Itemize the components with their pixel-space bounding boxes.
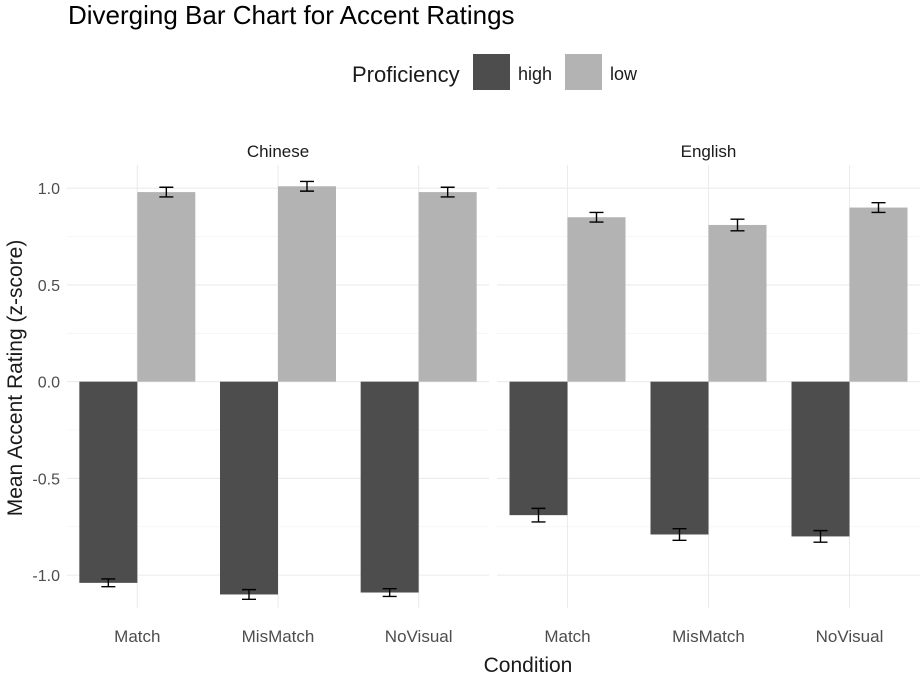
bar-low-match (137, 192, 196, 382)
error-bar-high-novisual (382, 587, 397, 598)
error-bar-low-match (589, 211, 604, 223)
error-bar-low-novisual (871, 202, 886, 214)
legend-label-high: high (518, 64, 552, 84)
y-tick-label: -0.5 (32, 471, 60, 488)
y-tick-label: 0.0 (38, 375, 60, 392)
legend-swatch-high (473, 54, 510, 90)
x-tick-label: NoVisual (816, 627, 884, 646)
legend: Proficiency high low (352, 54, 638, 90)
error-bar-low-match (159, 186, 174, 198)
x-axis-title: Condition (484, 654, 573, 675)
error-bar-high-mismatch (672, 527, 687, 541)
facet-label: English (681, 142, 737, 161)
bar-low-mismatch (278, 186, 336, 382)
error-bar-high-match (531, 507, 546, 523)
error-bar-low-mismatch (730, 218, 745, 232)
error-bar-low-novisual (440, 186, 455, 198)
x-tick-label: Match (544, 627, 590, 646)
legend-title: Proficiency (352, 62, 460, 87)
bar-high-match (509, 381, 568, 516)
x-tick-label: MisMatch (242, 627, 315, 646)
error-bar-low-mismatch (300, 180, 314, 192)
facet-panel-english: English Match MisMatch NoVisual (497, 142, 920, 646)
error-bar-high-mismatch (242, 588, 256, 600)
error-bar-high-match (101, 578, 116, 588)
facet-panels: Chinese Match MisMatch NoVisual English Match… (67, 142, 920, 646)
facet-panel-chinese: Chinese Match MisMatch NoVisual (67, 142, 489, 646)
bar-high-novisual (791, 381, 850, 537)
y-axis-ticks: -1.0 -0.5 0.0 0.5 1.0 (32, 181, 60, 585)
y-tick-label: 0.5 (38, 278, 60, 295)
bar-low-mismatch (708, 224, 767, 382)
bar-low-match (567, 217, 626, 382)
legend-label-low: low (610, 64, 638, 84)
bar-high-match (79, 381, 138, 583)
bar-high-novisual (360, 381, 419, 593)
bar-high-mismatch (650, 381, 709, 535)
x-tick-label: MisMatch (672, 627, 745, 646)
y-axis-title: Mean Accent Rating (z-score) (4, 240, 27, 517)
chart-title: Diverging Bar Chart for Accent Ratings (68, 0, 515, 30)
legend-swatch-low (565, 54, 602, 90)
x-tick-label: Match (114, 627, 160, 646)
bar-low-novisual (418, 192, 477, 382)
x-tick-label: NoVisual (385, 627, 453, 646)
y-tick-label: 1.0 (38, 181, 60, 198)
bar-low-novisual (849, 207, 908, 382)
y-tick-label: -1.0 (32, 568, 60, 585)
facet-label: Chinese (247, 142, 309, 161)
error-bar-high-novisual (813, 529, 828, 543)
bar-high-mismatch (220, 381, 278, 595)
